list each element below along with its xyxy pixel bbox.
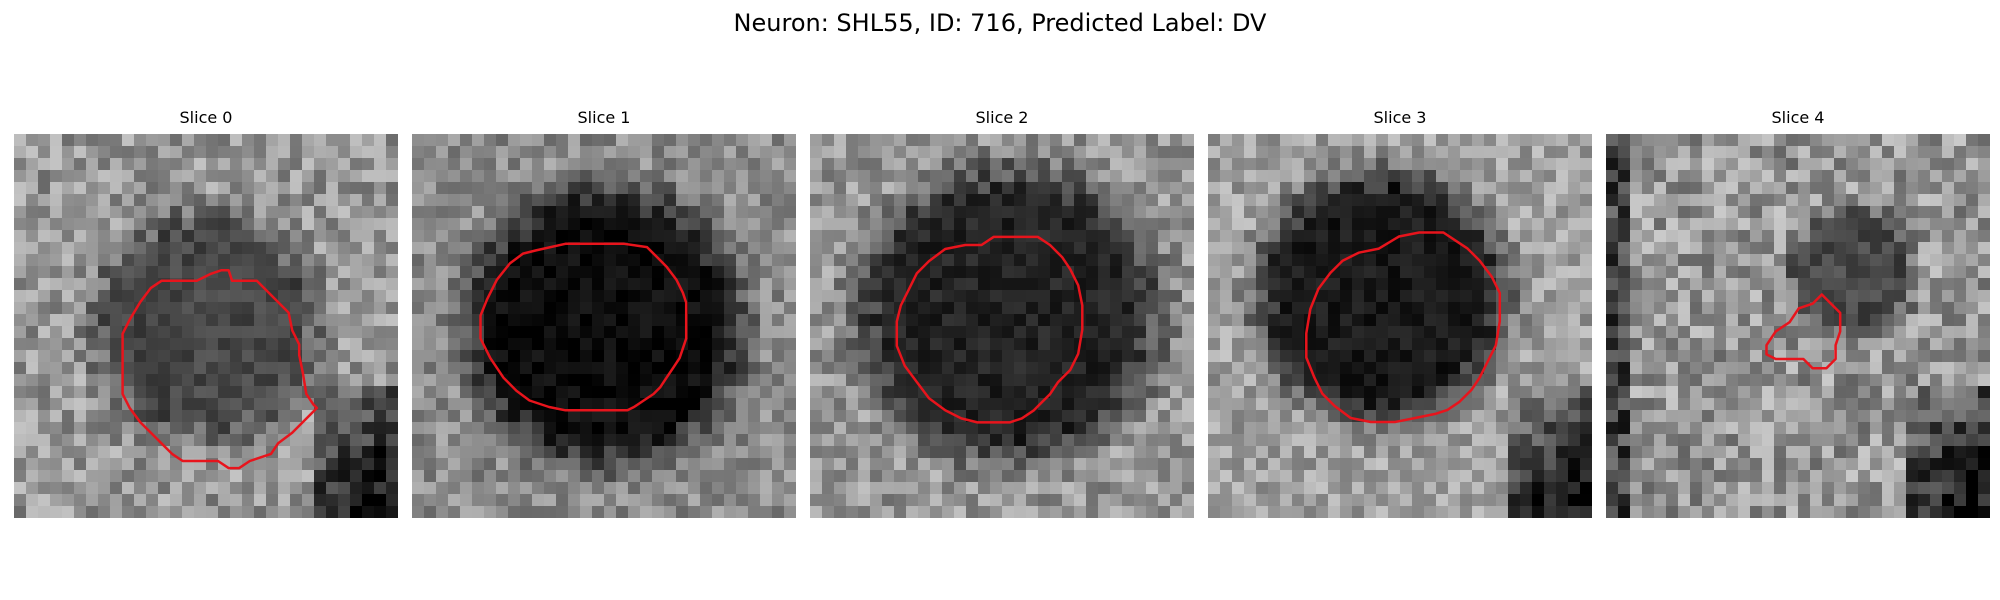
slice-3-image xyxy=(1208,134,1592,518)
slice-3-title: Slice 3 xyxy=(1373,108,1427,127)
slice-4-title: Slice 4 xyxy=(1771,108,1825,127)
slice-1-contour xyxy=(479,242,688,412)
slice-panel-0: Slice 0 xyxy=(14,108,398,518)
slice-panel-1: Slice 1 xyxy=(412,108,796,518)
slice-4-contour xyxy=(1765,293,1842,370)
slice-1-image xyxy=(412,134,796,518)
slice-0-contour xyxy=(121,268,319,470)
slice-1-title: Slice 1 xyxy=(577,108,631,127)
slice-panel-4: Slice 4 xyxy=(1606,108,1990,518)
slice-2-contour xyxy=(895,235,1084,424)
slice-0-image xyxy=(14,134,398,518)
slice-4-image xyxy=(1606,134,1990,518)
slice-panel-2: Slice 2 xyxy=(810,108,1194,518)
slice-2-image xyxy=(810,134,1194,518)
slice-3-contour xyxy=(1305,231,1502,424)
figure-title: Neuron: SHL55, ID: 716, Predicted Label:… xyxy=(733,9,1267,37)
slice-panel-3: Slice 3 xyxy=(1208,108,1592,518)
slice-0-title: Slice 0 xyxy=(179,108,233,127)
slice-2-title: Slice 2 xyxy=(975,108,1029,127)
